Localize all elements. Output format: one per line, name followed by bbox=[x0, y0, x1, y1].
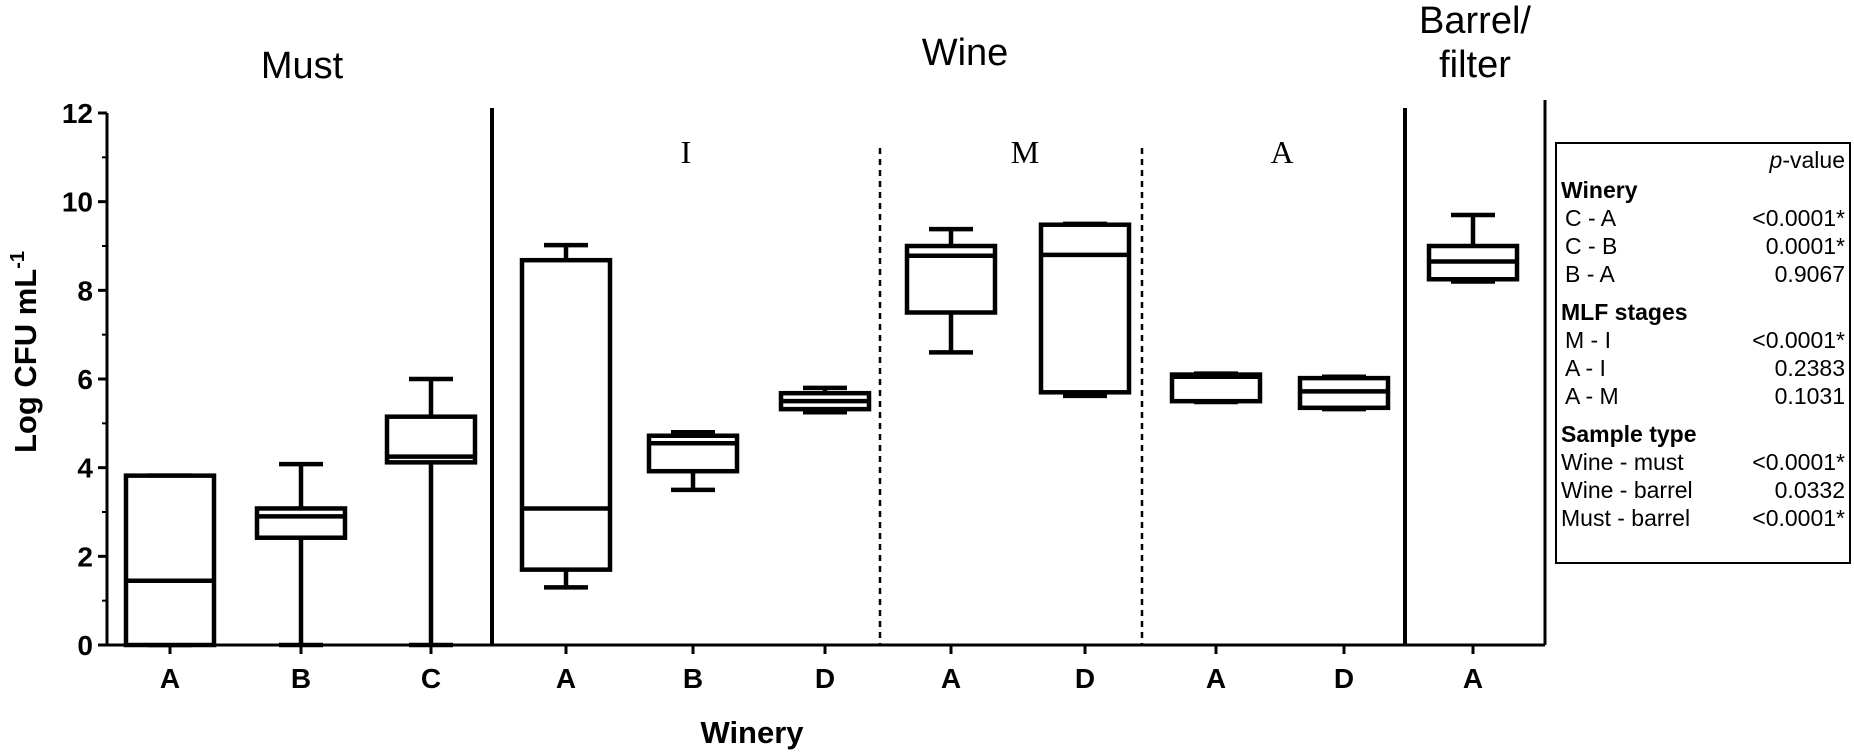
box-iqr bbox=[254, 506, 348, 540]
p-value-comparison: C - B bbox=[1565, 233, 1618, 259]
section-label-barrel-line2: filter bbox=[1439, 44, 1511, 86]
x-tick-label: B bbox=[291, 663, 311, 694]
x-tick-label: A bbox=[160, 663, 180, 694]
section-label-must: Must bbox=[261, 45, 344, 87]
x-tick-label: C bbox=[421, 663, 441, 694]
box-wine-I-B bbox=[646, 429, 740, 493]
box-wine-M-A bbox=[904, 226, 998, 355]
section-label-wine: Wine bbox=[922, 32, 1009, 74]
boxes bbox=[123, 212, 1520, 648]
y-axis-label-superscript: -1 bbox=[7, 251, 29, 269]
section-labels: Must Wine Barrel/filter I M A bbox=[261, 0, 1532, 170]
x-tick-label: D bbox=[815, 663, 835, 694]
y-axis-label: Log CFU mL-1 bbox=[7, 251, 43, 453]
stage-label-A: A bbox=[1270, 134, 1293, 170]
p-value-value: <0.0001* bbox=[1752, 205, 1845, 231]
p-value-value: <0.0001* bbox=[1752, 449, 1845, 475]
p-value-row: B - A 0.9067 bbox=[1561, 260, 1845, 288]
x-tick-label: A bbox=[556, 663, 576, 694]
p-value-value: <0.0001* bbox=[1752, 505, 1845, 531]
axis-labels: Log CFU mL-1 Winery bbox=[7, 251, 804, 750]
p-value-comparison: B - A bbox=[1565, 261, 1615, 287]
y-tick-label: 10 bbox=[62, 187, 93, 218]
p-value-group-title: Sample type bbox=[1561, 421, 1697, 447]
p-value-comparison: A - M bbox=[1565, 383, 1619, 409]
p-value-row: Wine - must <0.0001* bbox=[1561, 448, 1845, 476]
p-value-group-title: MLF stages bbox=[1561, 299, 1688, 325]
p-value-comparison: Must - barrel bbox=[1561, 505, 1691, 531]
section-label-barrel: Barrel/ bbox=[1419, 0, 1531, 42]
y-tick-label: 6 bbox=[77, 364, 93, 395]
y-tick-label: 8 bbox=[77, 275, 93, 306]
p-value-header-rest: -value bbox=[1782, 147, 1845, 173]
x-tick-label: B bbox=[683, 663, 703, 694]
p-value-row: C - B 0.0001* bbox=[1561, 232, 1845, 260]
p-value-row: Wine - barrel 0.0332 bbox=[1561, 476, 1845, 504]
box-must-x-B bbox=[254, 461, 348, 648]
axes: 0 2 4 6 8 10 12 bbox=[62, 98, 1547, 661]
box-wine-I-D bbox=[778, 385, 872, 415]
box-must-x-C bbox=[384, 376, 478, 648]
x-tick-label: A bbox=[941, 663, 961, 694]
box-must-x-A bbox=[123, 473, 217, 648]
box-barrel-x-A bbox=[1426, 212, 1520, 284]
box-iqr bbox=[1038, 222, 1132, 395]
x-tick-label: D bbox=[1334, 663, 1354, 694]
box-iqr bbox=[519, 257, 613, 572]
x-tick-label: A bbox=[1206, 663, 1226, 694]
y-tick-label: 12 bbox=[62, 98, 93, 129]
box-wine-M-D bbox=[1038, 221, 1132, 399]
p-value-comparison: Wine - must bbox=[1561, 449, 1684, 475]
p-value-row: C - A <0.0001* bbox=[1561, 204, 1845, 232]
stage-label-M: M bbox=[1011, 134, 1039, 170]
box-iqr bbox=[123, 473, 217, 648]
p-value-group-title: Winery bbox=[1561, 177, 1638, 203]
x-tick-label: A bbox=[1463, 663, 1483, 694]
p-value-comparison: M - I bbox=[1565, 327, 1611, 353]
p-value-row: M - I <0.0001* bbox=[1561, 326, 1845, 354]
p-value-comparison: A - I bbox=[1565, 355, 1606, 381]
p-value-value: 0.9067 bbox=[1774, 261, 1845, 287]
x-tick-label: D bbox=[1075, 663, 1095, 694]
stage-label-I: I bbox=[681, 134, 692, 170]
p-value-row: Must - barrel <0.0001* bbox=[1561, 504, 1845, 532]
y-tick-label: 0 bbox=[77, 630, 93, 661]
p-value-row: A - I 0.2383 bbox=[1561, 354, 1845, 382]
x-axis-label: Winery bbox=[700, 715, 804, 750]
box-wine-I-A bbox=[519, 242, 613, 590]
p-value-value: 0.2383 bbox=[1774, 355, 1845, 381]
p-value-value: 0.0332 bbox=[1774, 477, 1845, 503]
y-tick-label: 4 bbox=[77, 453, 93, 484]
box-wine-A-A bbox=[1169, 371, 1263, 405]
y-tick-label: 2 bbox=[77, 541, 93, 572]
p-value-header: p -value bbox=[1561, 146, 1845, 174]
p-value-table: p -value Winery C - A <0.0001* C - B 0.0001* B … bbox=[1555, 142, 1851, 564]
section-dividers bbox=[490, 108, 1407, 645]
p-value-comparison: Wine - barrel bbox=[1561, 477, 1693, 503]
p-value-value: <0.0001* bbox=[1752, 327, 1845, 353]
p-value-value: 0.1031 bbox=[1774, 383, 1845, 409]
p-value-header-italic: p bbox=[1769, 147, 1783, 173]
p-value-value: 0.0001* bbox=[1765, 233, 1845, 259]
p-value-row: A - M 0.1031 bbox=[1561, 382, 1845, 410]
p-value-comparison: C - A bbox=[1565, 205, 1617, 231]
box-wine-A-D bbox=[1297, 374, 1391, 412]
